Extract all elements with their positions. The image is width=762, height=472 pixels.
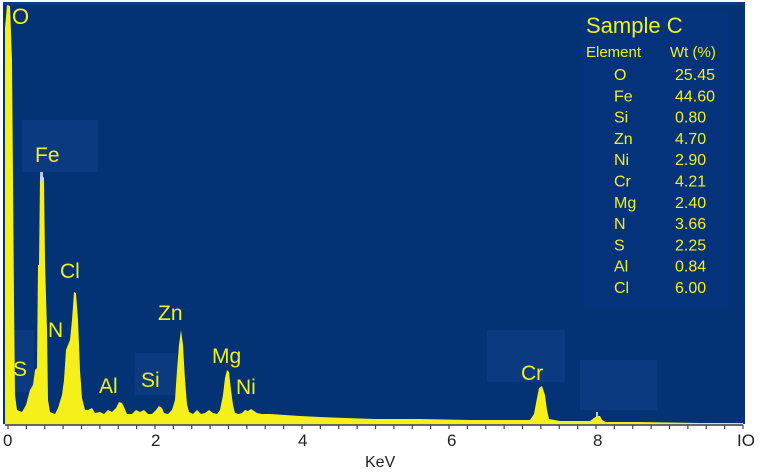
peak-label-o: O <box>12 4 29 29</box>
table-header-wt: Wt (%) <box>670 44 716 61</box>
peak-label-cr: Cr <box>521 362 543 385</box>
table-cell-wt: 0.80 <box>675 110 706 127</box>
table-cell-element: S <box>614 237 625 254</box>
x-tick-8: 8 <box>593 431 602 450</box>
table-cell-wt: 2.25 <box>675 237 706 254</box>
peak-labels: O Fe Cl N S Al Si Zn Mg Ni Cr <box>12 4 543 399</box>
table-cell-wt: 4.70 <box>675 131 706 148</box>
peak-label-al: Al <box>99 375 118 398</box>
table-cell-element: Si <box>614 110 628 127</box>
table-cell-wt: 44.60 <box>675 88 715 105</box>
table-cell-element: Zn <box>614 131 633 148</box>
table-title: Sample C <box>586 13 683 38</box>
peak-label-si: Si <box>141 369 160 392</box>
x-tick-4: 4 <box>298 431 307 450</box>
table-cell-element: N <box>614 216 626 233</box>
table-cell-element: Ni <box>614 152 629 169</box>
table-cell-wt: 3.66 <box>675 216 706 233</box>
table-header-element: Element <box>586 44 642 61</box>
peak-label-mg: Mg <box>212 345 241 368</box>
table-cell-element: Al <box>614 259 628 276</box>
table-cell-wt: 25.45 <box>675 67 715 84</box>
table-cell-element: Cl <box>614 280 629 297</box>
table-cell-wt: 2.40 <box>675 195 706 212</box>
peak-label-zn: Zn <box>158 302 183 325</box>
x-tick-10: IO <box>737 431 755 450</box>
table-cell-wt: 0.84 <box>675 259 706 276</box>
peak-label-ni: Ni <box>236 376 256 399</box>
peak-label-fe: Fe <box>35 144 60 167</box>
x-tick-0: 0 <box>3 431 12 450</box>
table-cell-element: Fe <box>614 88 633 105</box>
spectrum-area <box>5 5 743 424</box>
label-boxes <box>12 12 730 410</box>
peak-label-cl: Cl <box>60 260 80 283</box>
x-tick-2: 2 <box>151 431 160 450</box>
table-cell-wt: 2.90 <box>675 152 706 169</box>
table-cell-element: Cr <box>614 174 632 191</box>
peak-label-n: N <box>48 319 63 342</box>
x-tick-6: 6 <box>447 431 456 450</box>
composition-table: Sample C Element Wt (%) O 25.45 Fe 44.60 Si 0… <box>586 13 716 297</box>
x-axis-ticks <box>7 425 744 429</box>
x-tick-labels: 0 2 4 6 8 IO <box>3 431 755 450</box>
table-cell-element: Mg <box>614 195 636 212</box>
table-cell-wt: 6.00 <box>675 280 706 297</box>
table-cell-element: O <box>614 67 626 84</box>
peak-label-s: S <box>13 358 27 381</box>
x-axis-label: KeV <box>365 454 396 471</box>
table-cell-wt: 4.21 <box>675 174 706 191</box>
